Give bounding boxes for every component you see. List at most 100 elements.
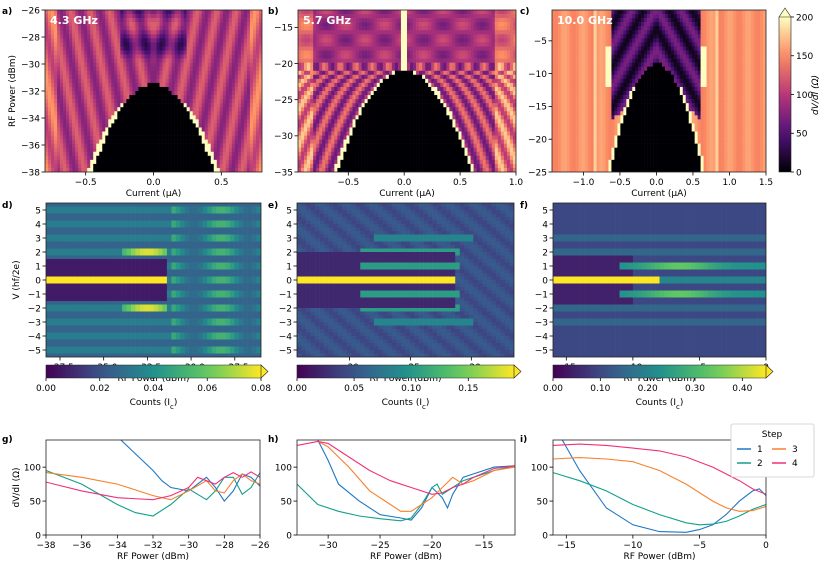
heatmap-cell [419, 62, 423, 67]
heatmap-cell [153, 26, 157, 31]
heatmap-cell [313, 103, 317, 108]
heatmap-cell [361, 54, 365, 59]
heatmap-cell [213, 26, 218, 31]
heatmap-cell [431, 107, 435, 112]
heatmap-cell [246, 155, 251, 161]
heatmap-cell [416, 18, 420, 23]
heatmap-cell [69, 111, 73, 116]
heatmap-cell [51, 62, 55, 67]
heatmap-cell [57, 26, 61, 31]
heatmap-cell [198, 123, 203, 128]
heatmap-cell [440, 99, 444, 104]
heatmap-cell [72, 14, 76, 19]
heatmap-cell [258, 115, 262, 120]
heatmap-cell [446, 127, 450, 132]
heatmap-cell [192, 38, 196, 43]
heatmap-cell [117, 147, 121, 153]
heatmap-cell [316, 139, 320, 144]
heatmap-cell [319, 143, 323, 148]
heatmap-cell [437, 58, 441, 63]
heatmap-cell [397, 143, 402, 148]
heatmap-cell [129, 159, 133, 165]
heatmap-cell [310, 58, 314, 63]
heatmap-cell [310, 135, 314, 140]
heatmap-cell [210, 10, 215, 15]
heatmap-cell [162, 58, 166, 63]
heatmap-cell [126, 50, 130, 55]
heatmap-cell [437, 107, 441, 112]
heatmap-cell [120, 26, 124, 31]
heatmap-cell [301, 151, 305, 157]
heatmap-cell [416, 26, 420, 31]
heatmap-cell [174, 99, 178, 104]
heatmap-cell [391, 159, 396, 165]
heatmap-cell [105, 42, 109, 47]
heatmap-cell [192, 82, 196, 88]
heatmap-cell [165, 103, 169, 108]
heatmap-cell [425, 151, 429, 157]
heatmap-cell [201, 167, 206, 172]
heatmap-cell [51, 115, 55, 120]
heatmap-cell [198, 82, 203, 88]
heatmap-cell [385, 54, 390, 59]
heatmap-cell [446, 10, 450, 15]
heatmap-cell [234, 143, 239, 148]
heatmap-cell [370, 135, 374, 140]
heatmap-cell [51, 147, 55, 153]
heatmap-cell [57, 22, 61, 27]
heatmap-cell [228, 58, 233, 63]
heatmap-cell [255, 139, 260, 144]
heatmap-cell [153, 62, 157, 67]
heatmap-cell [99, 107, 103, 112]
heatmap-cell [156, 54, 160, 59]
heatmap-cell [117, 42, 121, 47]
heatmap-cell [126, 151, 130, 157]
heatmap-cell [355, 159, 359, 165]
heatmap-cell [428, 115, 432, 120]
heatmap-cell [171, 119, 175, 124]
heatmap-cell [180, 159, 184, 165]
heatmap-cell [117, 111, 121, 116]
heatmap-cell [443, 151, 447, 157]
heatmap-cell [346, 66, 350, 72]
heatmap-cell [93, 155, 97, 161]
heatmap-cell [240, 58, 245, 63]
heatmap-cell [225, 167, 230, 172]
heatmap-cell [129, 26, 133, 31]
heatmap-cell [355, 50, 359, 55]
heatmap-cell [346, 10, 350, 15]
heatmap-cell [310, 38, 314, 43]
heatmap-cell [138, 78, 142, 84]
heatmap-cell [313, 135, 317, 140]
heatmap-cell [388, 78, 393, 84]
heatmap-cell [75, 167, 79, 172]
heatmap-cell [189, 163, 193, 169]
heatmap-cell [162, 151, 166, 157]
heatmap-cell [407, 107, 411, 112]
heatmap-cell [340, 103, 344, 108]
heatmap-cell [177, 159, 181, 165]
heatmap-cell [403, 151, 408, 157]
heatmap-cell [171, 131, 175, 136]
heatmap-cell [165, 78, 169, 84]
heatmap-cell [425, 46, 429, 51]
heatmap-cell [313, 131, 317, 136]
heatmap-cell [45, 66, 49, 72]
heatmap-cell [443, 127, 447, 132]
heatmap-cell [373, 34, 378, 39]
heatmap-cell [382, 147, 387, 153]
heatmap-cell [355, 86, 359, 92]
heatmap-cell [90, 74, 94, 80]
heatmap-cell [87, 147, 91, 153]
heatmap-cell [391, 26, 396, 31]
heatmap-cell [132, 167, 136, 172]
heatmap-cell [394, 38, 399, 43]
heatmap-cell [376, 151, 381, 157]
heatmap-cell [413, 62, 417, 67]
heatmap-cell [228, 74, 233, 80]
heatmap-cell [346, 127, 350, 132]
heatmap-cell [325, 82, 329, 88]
heatmap-cell [400, 14, 405, 19]
heatmap-cell [162, 131, 166, 136]
heatmap-cell [87, 131, 91, 136]
